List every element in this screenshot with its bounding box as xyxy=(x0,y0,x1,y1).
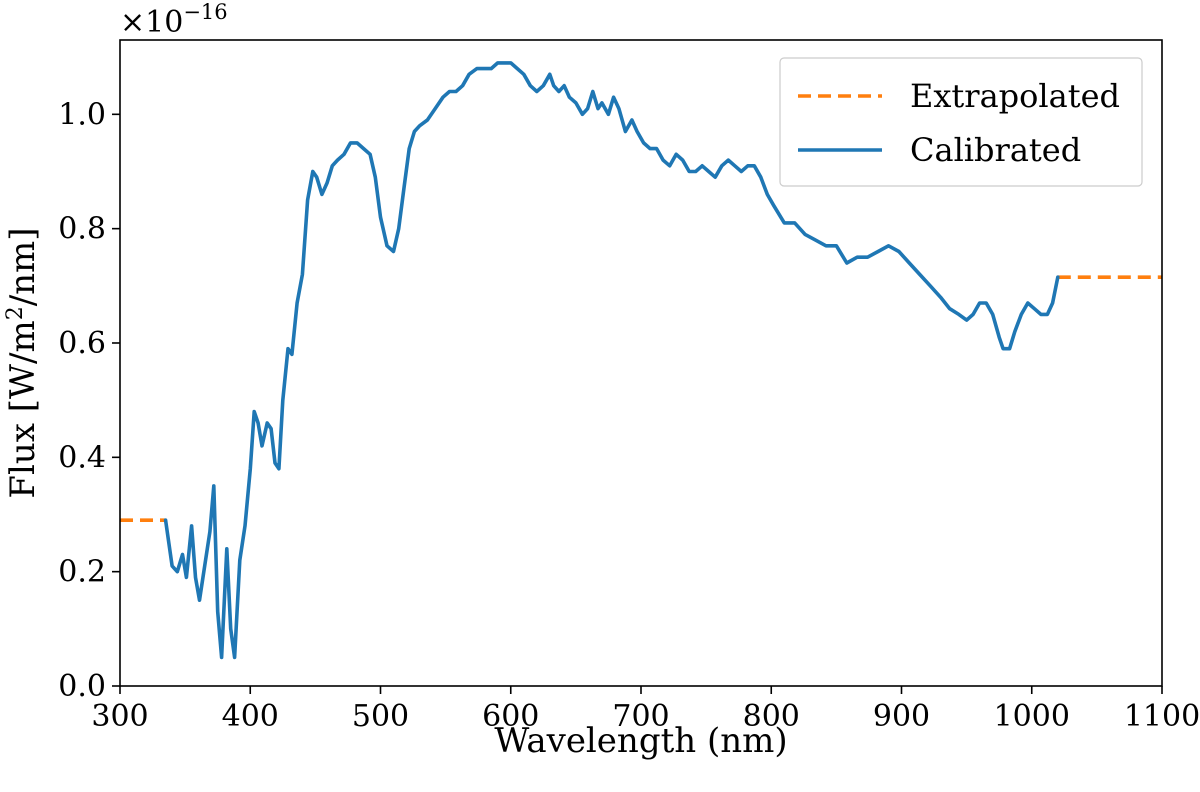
series-calibrated-line xyxy=(163,61,1060,660)
axis-offset-text: ×10−16 xyxy=(120,0,228,40)
axis-offset-exponent: −16 xyxy=(183,0,227,24)
x-tick-label: 500 xyxy=(352,699,409,734)
y-tick-label: 1.0 xyxy=(58,97,106,132)
axis-offset-base: ×10 xyxy=(120,5,183,40)
y-axis-label-superscript: 2 xyxy=(3,306,28,320)
ticks-layer: 300 400 500 600 700 800 900 1000 1100 0.0 0.2 0.4 0.… xyxy=(58,97,1200,734)
legend: Extrapolated Calibrated xyxy=(779,57,1143,187)
x-tick-label: 300 xyxy=(91,699,148,734)
y-axis-label-suffix: /nm] xyxy=(3,227,43,306)
x-tick-label: 400 xyxy=(222,699,279,734)
x-axis-label: Wavelength (nm) xyxy=(494,721,787,761)
x-tick-label: 1000 xyxy=(994,699,1070,734)
legend-box xyxy=(779,57,1143,187)
y-axis-label-prefix: Flux [W/m xyxy=(3,320,43,498)
x-tick-label: 800 xyxy=(743,699,800,734)
legend-label-calibrated: Calibrated xyxy=(910,131,1081,169)
y-tick-label: 0.2 xyxy=(58,555,106,590)
legend-label-extrapolated: Extrapolated xyxy=(910,77,1120,115)
x-tick-label: 700 xyxy=(612,699,669,734)
y-tick-label: 0.4 xyxy=(58,440,106,475)
y-axis-label: Flux [W/m2/nm] xyxy=(3,227,43,498)
y-tick-label: 0.6 xyxy=(58,326,106,361)
series-layer xyxy=(120,61,1162,660)
x-tick-label: 900 xyxy=(873,699,930,734)
x-tick-label: 1100 xyxy=(1124,699,1200,734)
x-tick-label: 600 xyxy=(482,699,539,734)
y-tick-label: 0.0 xyxy=(58,669,106,704)
y-tick-label: 0.8 xyxy=(58,212,106,247)
